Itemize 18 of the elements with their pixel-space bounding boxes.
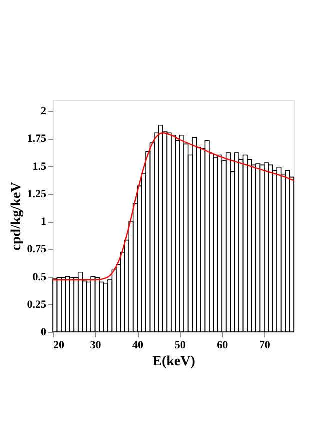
y-tick-label: 0.25	[27, 298, 47, 311]
x-axis-title: E(keV)	[152, 354, 196, 370]
x-tick-label: 60	[217, 340, 229, 352]
x-tick-label: 70	[259, 340, 271, 352]
x-tick-label: 50	[174, 340, 186, 352]
y-tick-label: 1.25	[27, 188, 47, 200]
x-tick-label: 20	[54, 340, 65, 352]
y-tick-label: 0	[41, 326, 47, 338]
y-tick-label: 1	[41, 216, 46, 228]
line-series	[53, 132, 294, 281]
y-tick-label: 2	[41, 106, 47, 118]
y-tick-label: 0.75	[27, 244, 47, 256]
x-tick-label: 40	[132, 340, 144, 352]
x-tick-label: 30	[90, 340, 102, 352]
y-tick-label: 0.5	[32, 271, 47, 284]
y-axis-title: cpd/kg/keV	[9, 182, 24, 251]
y-tick-label: 1.5	[32, 160, 47, 173]
y-tick-label: 1.75	[27, 133, 47, 146]
